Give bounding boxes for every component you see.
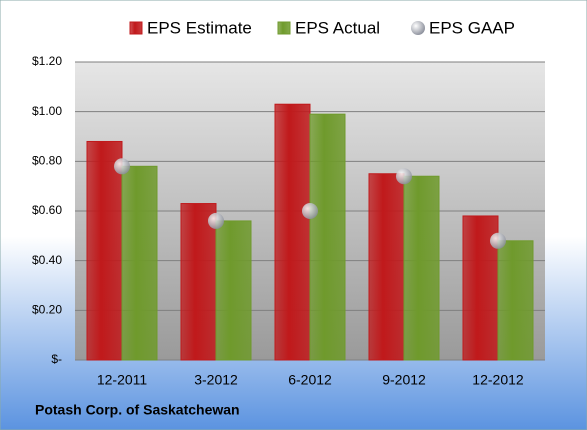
point: [208, 212, 224, 229]
bar: [86, 140, 123, 361]
x-tick-label: 3-2012: [194, 372, 238, 388]
bar: [368, 173, 405, 361]
y-tick-label: $1.00: [32, 104, 62, 118]
legend-marker: [411, 21, 425, 35]
bar: [274, 103, 311, 361]
point: [490, 232, 506, 249]
y-tick-label: $0.60: [32, 203, 62, 217]
bar: [180, 203, 217, 361]
x-tick-label: 6-2012: [288, 372, 332, 388]
legend-label: EPS Actual: [295, 18, 380, 37]
footer: Potash Corp. of Saskatchewan: [35, 402, 240, 418]
legend-marker: [277, 21, 291, 35]
y-tick-label: $-: [51, 352, 62, 366]
point: [114, 158, 130, 175]
legend-marker: [129, 21, 143, 35]
x-tick-label: 12-2012: [472, 372, 524, 388]
legend-label: EPS Estimate: [147, 18, 252, 37]
y-tick-label: $1.20: [32, 54, 62, 68]
y-tick-label: $0.20: [32, 303, 62, 317]
bar: [497, 240, 534, 361]
y-tick-label: $0.40: [32, 253, 62, 267]
legend-label: EPS GAAP: [429, 18, 515, 37]
bar: [121, 165, 158, 361]
bar: [215, 220, 252, 361]
bar: [309, 113, 346, 361]
point: [302, 203, 318, 219]
point: [396, 168, 412, 185]
y-tick-label: $0.80: [32, 154, 62, 168]
x-tick-label: 12-2011: [97, 372, 148, 388]
x-tick-label: 9-2012: [382, 372, 426, 388]
bar: [403, 175, 440, 361]
